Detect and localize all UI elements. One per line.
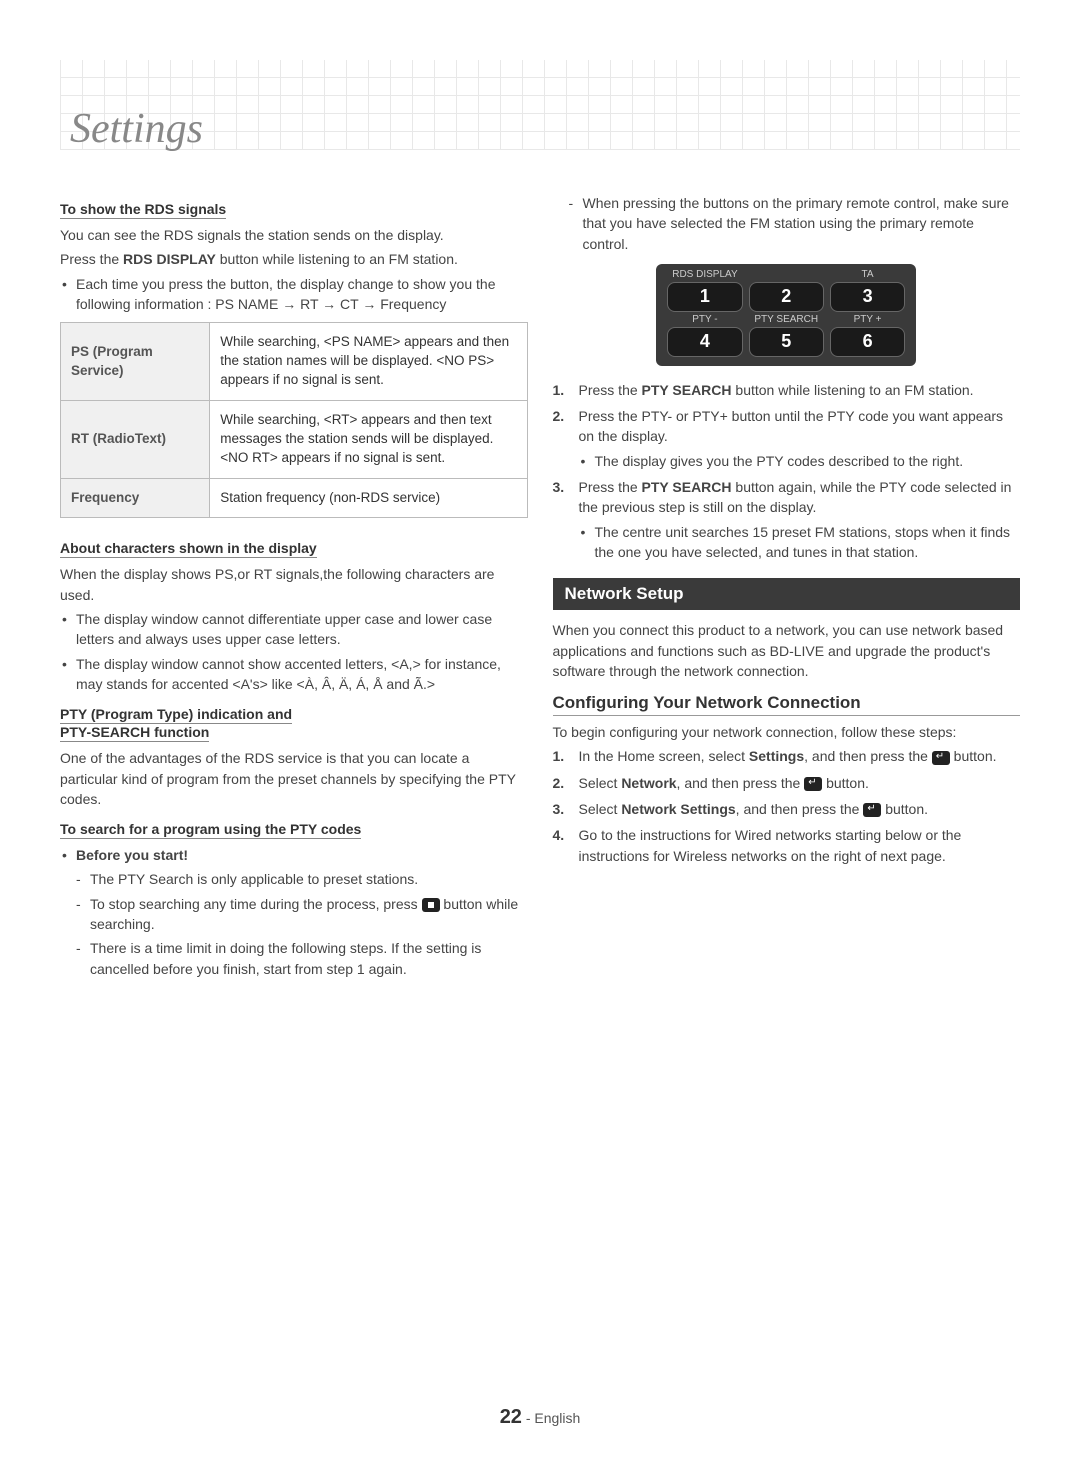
- pty-step-1: 1. Press the PTY SEARCH button while lis…: [553, 380, 1021, 400]
- pty-step-2: 2. Press the PTY- or PTY+ button until t…: [553, 406, 1021, 471]
- remote-control-graphic: RDS DISPLAY TA 1 2 3 PTY - PTY SEARCH PT…: [656, 264, 916, 366]
- pty-step3-sub: The centre unit searches 15 preset FM st…: [579, 522, 1021, 563]
- ps-label: PS (Program Service): [61, 323, 210, 401]
- config-step-4: 4. Go to the instructions for Wired netw…: [553, 825, 1021, 866]
- time-limit-dash: There is a time limit in doing the follo…: [76, 938, 528, 979]
- characters-heading: About characters shown in the display: [60, 540, 317, 558]
- pty-minus-label: PTY -: [664, 313, 745, 326]
- pty-step2-sub: The display gives you the PTY codes desc…: [579, 451, 1021, 471]
- remote-button-2: 2: [749, 282, 824, 312]
- accented-bullet: The display window cannot show accented …: [60, 654, 528, 695]
- pty-search-heading: To search for a program using the PTY co…: [60, 821, 361, 839]
- rds-cycle-bullet: Each time you press the button, the disp…: [60, 274, 528, 315]
- enter-icon: [932, 751, 950, 765]
- remote-button-6: 6: [830, 327, 905, 357]
- freq-desc: Station frequency (non-RDS service): [210, 478, 527, 518]
- pty-search-label: PTY SEARCH: [746, 313, 827, 326]
- configure-intro: To begin configuring your network connec…: [553, 722, 1021, 742]
- table-row: Frequency Station frequency (non-RDS ser…: [61, 478, 528, 518]
- manual-page: Settings To show the RDS signals You can…: [0, 0, 1080, 1479]
- page-language: English: [534, 1410, 580, 1426]
- page-footer: 22 - English: [0, 1406, 1080, 1429]
- remote-button-5: 5: [749, 327, 824, 357]
- pty-step-3: 3. Press the PTY SEARCH button again, wh…: [553, 477, 1021, 562]
- remote-button-4: 4: [667, 327, 742, 357]
- enter-icon: [863, 803, 881, 817]
- ps-desc: While searching, <PS NAME> appears and t…: [210, 323, 527, 401]
- stop-search-dash: To stop searching any time during the pr…: [76, 894, 528, 935]
- before-start-bullet: Before you start! The PTY Search is only…: [60, 845, 528, 979]
- ta-label: TA: [827, 268, 908, 281]
- rds-signals-heading: To show the RDS signals: [60, 201, 226, 219]
- configure-connection-heading: Configuring Your Network Connection: [553, 693, 1021, 716]
- rds-press-text: Press the RDS DISPLAY button while liste…: [60, 249, 528, 269]
- left-column: To show the RDS signals You can see the …: [60, 193, 528, 983]
- page-title: Settings: [60, 60, 1020, 183]
- freq-label: Frequency: [61, 478, 210, 518]
- two-column-layout: To show the RDS signals You can see the …: [60, 193, 1020, 983]
- characters-intro: When the display shows PS,or RT signals,…: [60, 564, 528, 605]
- page-number: 22: [500, 1406, 522, 1428]
- remote-note-dash: When pressing the buttons on the primary…: [569, 193, 1021, 254]
- rds-display-label: RDS DISPLAY: [664, 268, 745, 281]
- pty-plus-label: PTY +: [827, 313, 908, 326]
- enter-icon: [804, 777, 822, 791]
- config-step-3: 3. Select Network Settings, and then pre…: [553, 799, 1021, 819]
- rt-label: RT (RadioText): [61, 400, 210, 478]
- config-step-1: 1. In the Home screen, select Settings, …: [553, 746, 1021, 766]
- uppercase-bullet: The display window cannot differentiate …: [60, 609, 528, 650]
- table-row: RT (RadioText) While searching, <RT> app…: [61, 400, 528, 478]
- rds-intro-text: You can see the RDS signals the station …: [60, 225, 528, 245]
- network-setup-heading: Network Setup: [553, 578, 1021, 610]
- preset-only-dash: The PTY Search is only applicable to pre…: [76, 869, 528, 889]
- config-step-2: 2. Select Network, and then press the bu…: [553, 773, 1021, 793]
- table-row: PS (Program Service) While searching, <P…: [61, 323, 528, 401]
- pty-heading-line1: PTY (Program Type) indication and: [60, 706, 292, 724]
- stop-icon: [422, 898, 440, 912]
- pty-intro: One of the advantages of the RDS service…: [60, 748, 528, 809]
- rt-desc: While searching, <RT> appears and then t…: [210, 400, 527, 478]
- rds-signals-table: PS (Program Service) While searching, <P…: [60, 322, 528, 518]
- remote-button-1: 1: [667, 282, 742, 312]
- right-column: When pressing the buttons on the primary…: [553, 193, 1021, 983]
- remote-button-3: 3: [830, 282, 905, 312]
- network-intro: When you connect this product to a netwo…: [553, 620, 1021, 681]
- pty-heading-line2: PTY-SEARCH function: [60, 724, 209, 742]
